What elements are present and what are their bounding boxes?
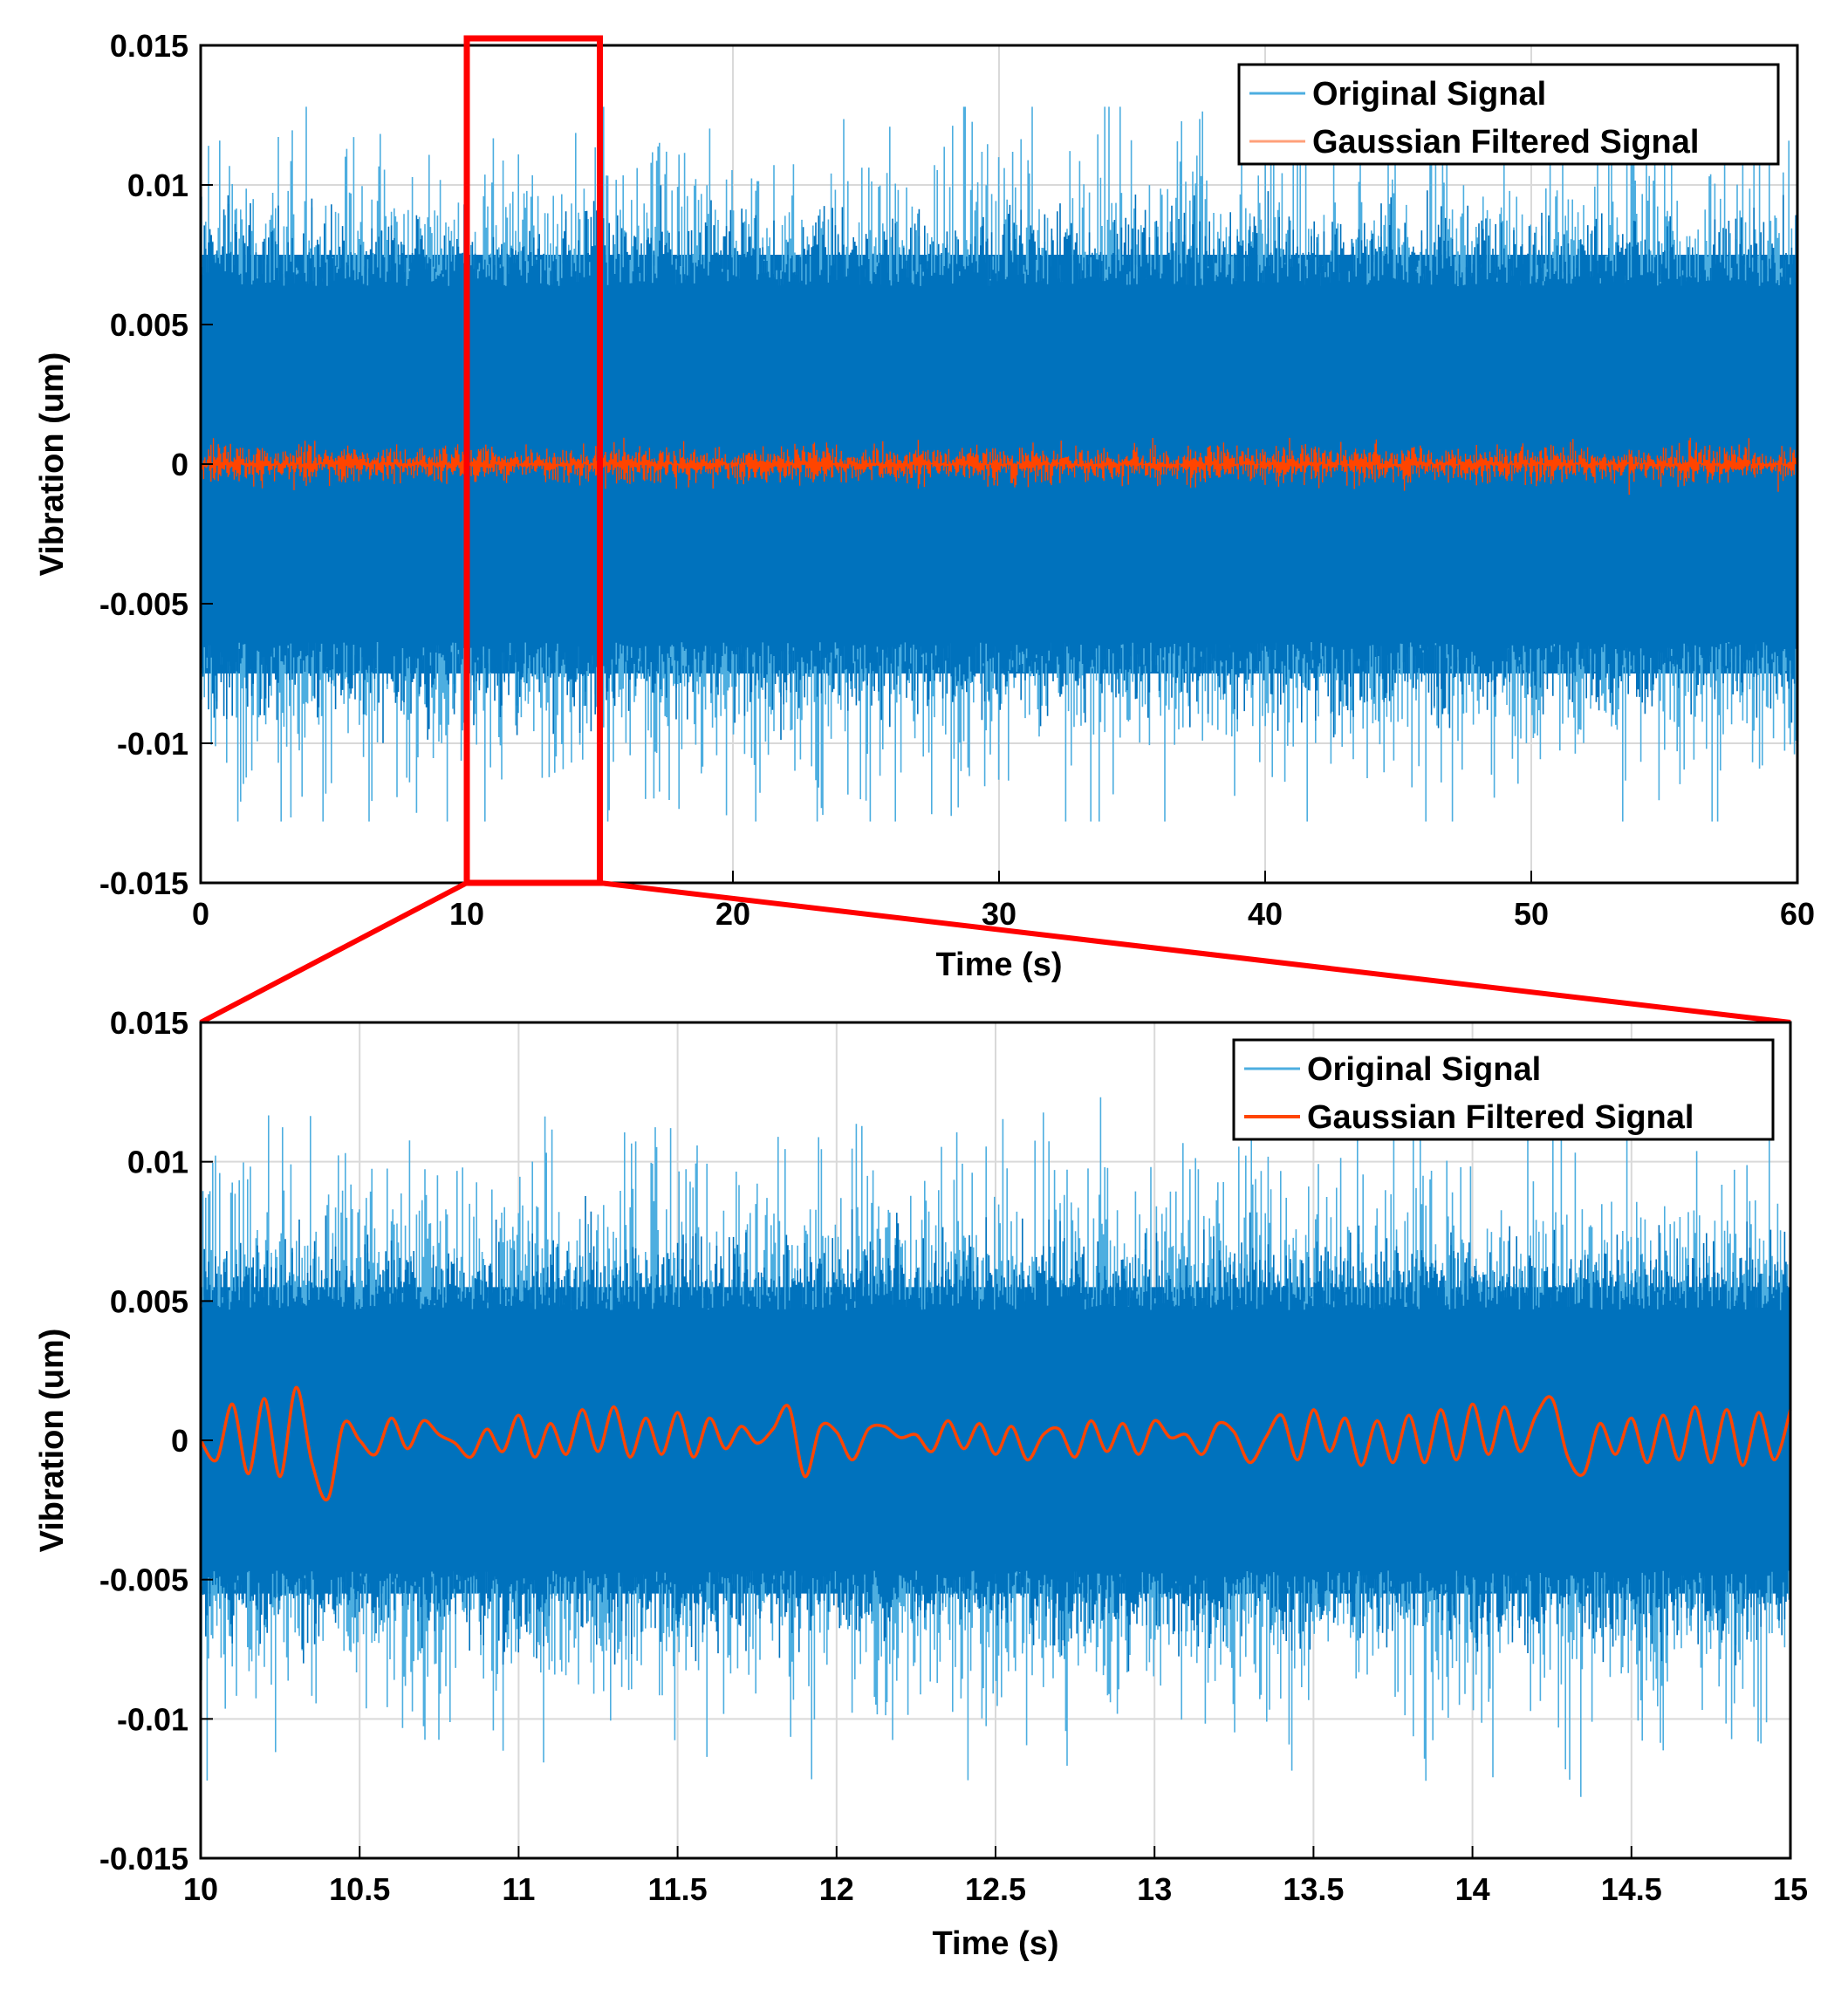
bottom-legend-box: [1232, 1038, 1775, 1141]
top-y-tick-label: 0.01: [127, 168, 188, 203]
bot-y-tick-label: 0.015: [110, 1005, 188, 1041]
bot-x-tick-label: 15: [1773, 1871, 1808, 1907]
bot-x-tick-label: 13.5: [1283, 1871, 1344, 1907]
bot-x-tick-label: 11: [502, 1871, 535, 1907]
top-y-tick-label: -0.01: [117, 726, 188, 762]
top-ticks: [200, 44, 1798, 884]
bot-y-tick-label: 0.005: [110, 1283, 188, 1319]
bottom-original-signal: [201, 1084, 1790, 1797]
bottom-legend: Original Signal Gaussian Filtered Signal: [1232, 1038, 1775, 1141]
bot-y-tick-label: 0.01: [127, 1145, 188, 1180]
top-legend-original-label: Original Signal: [1312, 76, 1546, 113]
top-legend: Original Signal Gaussian Filtered Signal: [1237, 63, 1780, 166]
bottom-ticks: [200, 1022, 1791, 1859]
top-y-tick-labels: 0.015 0.01 0.005 0 -0.005 -0.01 -0.015: [99, 28, 188, 901]
bottom-panel: 10 10.5 11 11.5 12 12.5 13 13.5 14 14.5 15 0.0150.…: [34, 1005, 1808, 1962]
top-x-tick-label: 0: [192, 896, 209, 932]
top-y-axis-title: Vibration (um): [34, 352, 71, 577]
zoom-region-box: [463, 35, 603, 886]
top-x-axis-title: Time (s): [935, 947, 1062, 983]
zoom-connector-left: [199, 880, 469, 1025]
top-y-tick-label: -0.005: [99, 586, 188, 622]
bot-x-tick-label: 14: [1455, 1871, 1490, 1907]
bot-y-tick-label: -0.01: [117, 1701, 188, 1737]
bot-y-tick-label: -0.015: [99, 1841, 188, 1877]
top-panel: 0 10 20 30 40 50 60 0.0150.010.0050-0.005-0.01…: [34, 28, 1815, 983]
bot-x-tick-label: 11.5: [648, 1871, 708, 1907]
bottom-x-axis-title: Time (s): [932, 1925, 1058, 1962]
bottom-filtered-signal: [199, 1385, 1792, 1502]
bottom-x-tick-labels: 10 10.5 11 11.5 12 12.5 13 13.5 14 14.5 15: [183, 1871, 1808, 1907]
bottom-legend-filtered-label: Gaussian Filtered Signal: [1307, 1099, 1694, 1136]
top-legend-filtered-label: Gaussian Filtered Signal: [1312, 124, 1699, 161]
top-y-tick-label: 0: [171, 447, 188, 482]
top-y-tick-label: 0.005: [110, 307, 188, 343]
top-x-tick-label: 40: [1248, 896, 1283, 932]
top-x-tick-label: 50: [1514, 896, 1549, 932]
top-filtered-trace: [202, 437, 1799, 496]
bot-x-tick-label: 14.5: [1601, 1871, 1662, 1907]
bot-x-tick-label: 10: [183, 1871, 218, 1907]
top-legend-box: [1237, 63, 1780, 166]
bot-y-tick-label: -0.005: [99, 1562, 188, 1598]
bot-x-tick-label: 12: [819, 1871, 854, 1907]
top-x-tick-label: 60: [1780, 896, 1815, 932]
bottom-y-axis-title: Vibration (um): [34, 1329, 71, 1553]
bot-y-tick-label: 0: [171, 1423, 188, 1459]
bottom-y-tick-labels: 0.015 0.01 0.005 0 -0.005 -0.01 -0.015: [99, 1005, 188, 1877]
top-x-tick-labels: 0 10 20 30 40 50 60: [192, 896, 1815, 932]
top-y-tick-label: -0.015: [99, 865, 188, 901]
bot-x-tick-label: 12.5: [965, 1871, 1026, 1907]
top-y-tick-label: 0.015: [110, 28, 188, 64]
bot-x-tick-label: 13: [1137, 1871, 1172, 1907]
bot-x-tick-label: 10.5: [329, 1871, 390, 1907]
zoom-connector-right: [599, 880, 1791, 1025]
bottom-legend-original-label: Original Signal: [1307, 1051, 1541, 1088]
top-filtered-signal: [202, 437, 1799, 496]
top-x-tick-label: 10: [449, 896, 484, 932]
